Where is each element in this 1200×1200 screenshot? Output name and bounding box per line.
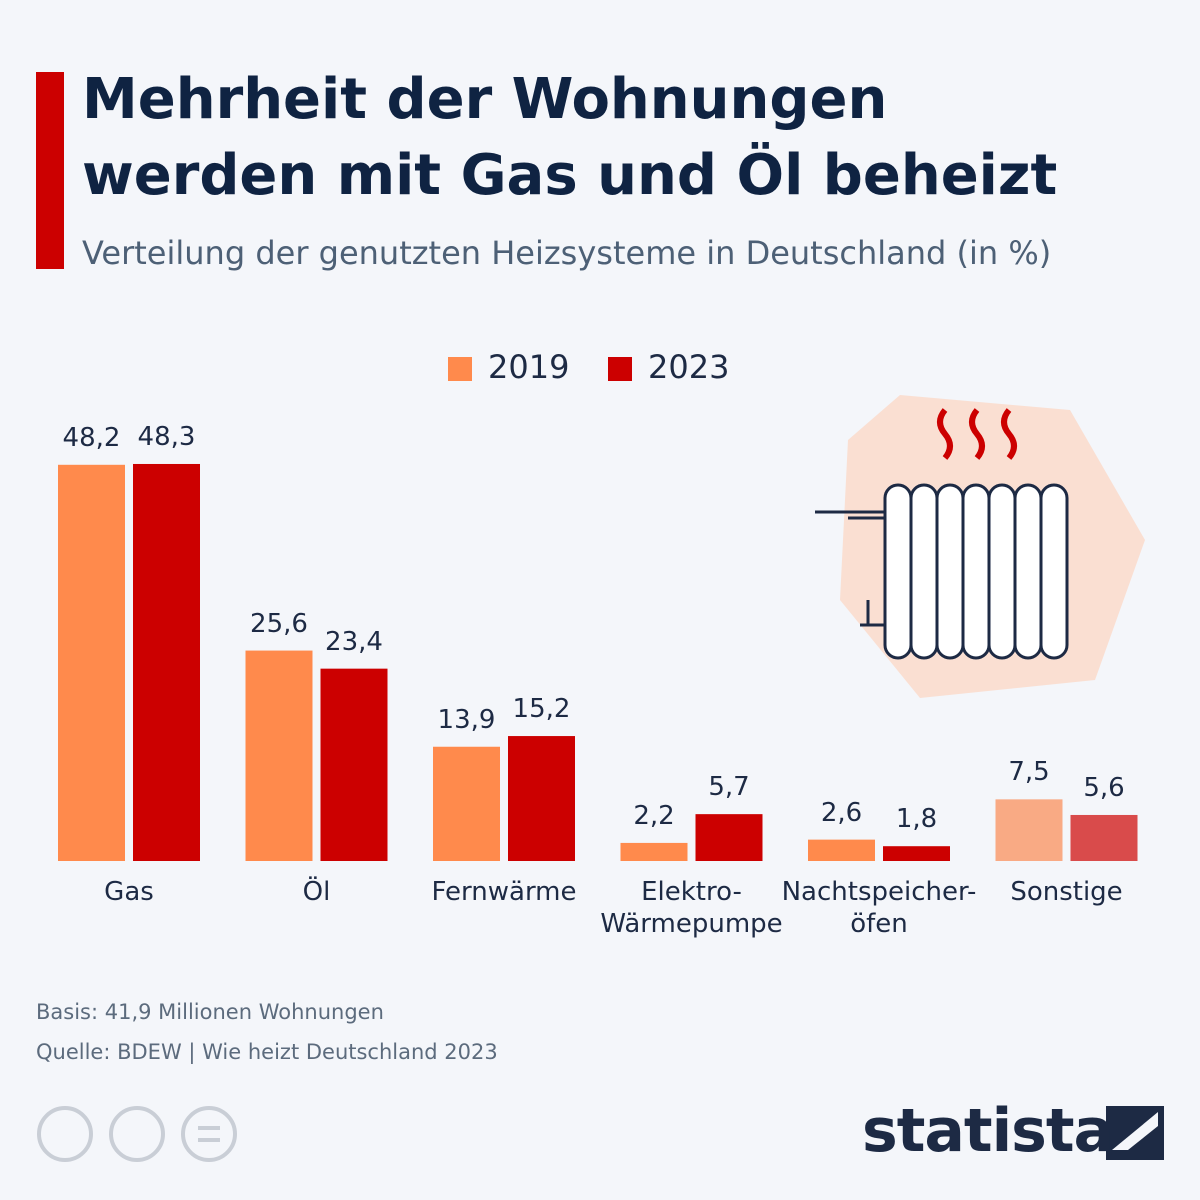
chart-subtitle: Verteilung der genutzten Heizsysteme in … <box>82 234 1052 272</box>
value-label: 2,2 <box>633 800 675 831</box>
legend-label: 2023 <box>648 348 730 386</box>
bar <box>995 799 1063 861</box>
x-tick-label: Öl <box>302 877 331 907</box>
legend-swatch <box>448 357 472 381</box>
chart-title: Mehrheit der Wohnungen werden mit Gas un… <box>82 67 1058 208</box>
x-tick-label: Elektro- Wärmepumpe <box>600 877 783 939</box>
bar <box>133 463 200 861</box>
title-accent <box>36 72 64 269</box>
note: Quelle: BDEW | Wie heizt Deutschland 202… <box>36 1040 498 1064</box>
value-label: 48,3 <box>137 421 196 452</box>
x-tick-label: Fernwärme <box>431 877 577 907</box>
brand-mark-cut <box>1112 1112 1158 1150</box>
bar <box>1070 814 1138 861</box>
bar <box>883 846 950 861</box>
value-label: 5,6 <box>1083 772 1125 803</box>
x-tick-label: Gas <box>104 877 154 907</box>
value-label: 13,9 <box>437 704 496 735</box>
bar <box>695 814 763 861</box>
value-label: 48,2 <box>62 422 121 453</box>
brand-logo: statista <box>862 1096 1114 1166</box>
value-label: 7,5 <box>1008 757 1050 788</box>
radiator-icon <box>815 395 1145 698</box>
legend-label: 2019 <box>488 348 570 386</box>
value-label: 23,4 <box>325 626 383 657</box>
x-tick-label: Nachtspeicher- öfen <box>781 877 977 939</box>
value-label: 1,8 <box>895 804 938 835</box>
legend-swatch <box>608 357 632 381</box>
bar <box>433 746 500 861</box>
value-label: 5,7 <box>708 772 750 803</box>
value-label: 25,6 <box>250 608 308 639</box>
bar <box>620 842 688 861</box>
bar <box>508 736 575 861</box>
bar <box>808 839 875 861</box>
value-label: 2,6 <box>820 797 863 828</box>
license-icons <box>37 1106 237 1162</box>
x-tick-label: Sonstige <box>1010 877 1123 907</box>
bar <box>245 650 313 861</box>
bar <box>320 668 388 861</box>
value-label: 15,2 <box>512 694 571 725</box>
note: Basis: 41,9 Millionen Wohnungen <box>36 1000 384 1024</box>
bar <box>58 464 125 861</box>
